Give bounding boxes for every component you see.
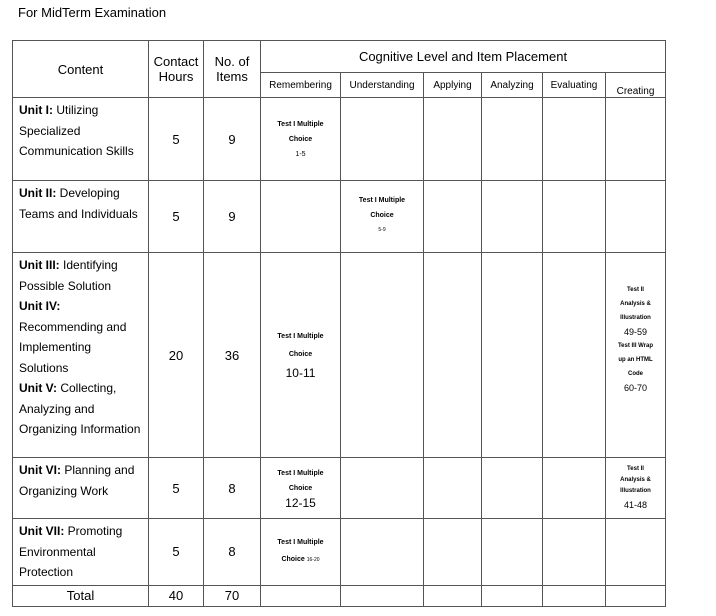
understanding-cell: Test I Multiple Choice 5-9 [340,180,424,253]
remembering-cell: Test I Multiple Choice 10-11 [260,252,341,458]
hours-cell: 5 [148,518,204,586]
header-analyzing: Analyzing [481,72,543,98]
items-cell: 36 [203,252,261,458]
header-creating: Creating [605,72,666,98]
header-content: Content [12,40,149,98]
header-applying: Applying [423,72,482,98]
remembering-cell: Test I Multiple Choice 12-15 [260,457,341,519]
unit-title: Promoting Environmental Protection [19,524,123,579]
table-of-specifications: Content Contact Hours No. of Items Cogni… [12,40,666,607]
items-cell: 8 [203,518,261,586]
creating-cell: Test II Analysis & Illustration 49-59 Test… [605,252,666,458]
hours-cell: 5 [148,97,204,181]
table-row: Unit VI: Planning and Organizing Work 5 … [12,457,666,519]
hours-cell: 5 [148,180,204,253]
content-cell: Unit VII: Promoting Environmental Protec… [12,518,149,586]
total-label: Total [12,584,149,607]
unit-label: Unit II: [19,186,57,200]
content-cell: Unit III: Identifying Possible Solution … [12,252,149,458]
total-row: Total 40 70 [12,584,666,607]
table-row: Unit I: Utilizing Specialized Communicat… [12,97,666,181]
creating-cell: Test II Analysis & Illustration 41-48 [605,457,666,519]
remembering-cell: Test I Multiple Choice 1-5 [260,97,341,181]
header-items: No. of Items [203,40,261,98]
header-understanding: Understanding [340,72,424,98]
unit-label: Unit VI: [19,463,61,477]
content-cell: Unit II: Developing Teams and Individual… [12,180,149,253]
unit-title: Developing Teams and Individuals [19,186,138,221]
items-cell: 9 [203,97,261,181]
unit-label: Unit I: [19,103,53,117]
unit-title: Utilizing Specialized Communication Skil… [19,103,134,158]
total-items: 70 [203,584,261,607]
total-hours: 40 [148,584,204,607]
unit-title: Planning and Organizing Work [19,463,135,498]
content-cell: Unit I: Utilizing Specialized Communicat… [12,97,149,181]
items-cell: 9 [203,180,261,253]
hours-cell: 5 [148,457,204,519]
hours-cell: 20 [148,252,204,458]
content-cell: Unit VI: Planning and Organizing Work [12,457,149,519]
header-remembering: Remembering [260,72,341,98]
header-cognitive-level: Cognitive Level and Item Placement [260,40,666,73]
table-row: Unit VII: Promoting Environmental Protec… [12,518,666,586]
header-contact-hours: Contact Hours [148,40,204,98]
document-title: For MidTerm Examination [18,5,167,20]
items-cell: 8 [203,457,261,519]
table-row: Unit II: Developing Teams and Individual… [12,180,666,253]
unit-label: Unit VII: [19,524,65,538]
header-evaluating: Evaluating [542,72,606,98]
remembering-cell: Test I Multiple Choice 16-20 [260,518,341,586]
table-row: Unit III: Identifying Possible Solution … [12,252,666,458]
